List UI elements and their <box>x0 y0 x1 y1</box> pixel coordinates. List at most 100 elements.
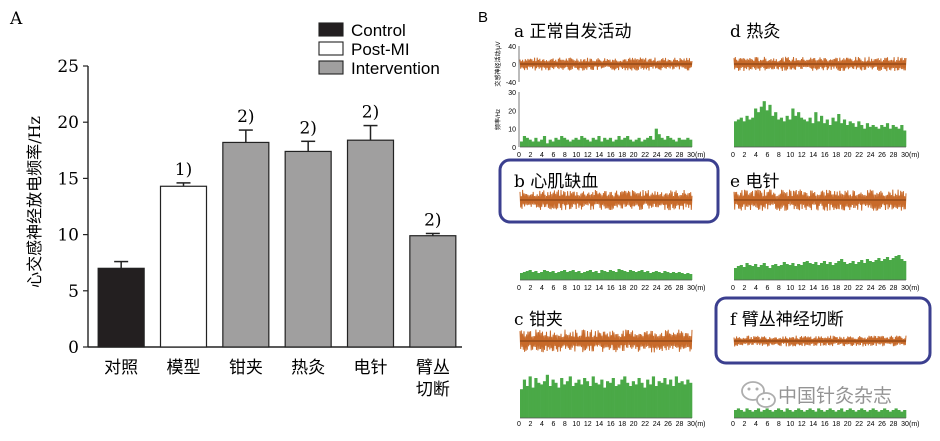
hist-bar <box>891 125 895 147</box>
hist-bar <box>654 271 658 280</box>
hist-bar <box>534 137 538 147</box>
hist-bar <box>762 101 766 147</box>
hist-ytick-label: 30 <box>508 90 516 97</box>
hist-bar <box>689 382 693 418</box>
x-tick-label: 26 <box>664 285 672 292</box>
subpanel-title: c 钳夹 <box>514 310 563 330</box>
hist-bar <box>842 411 847 418</box>
x-tick-label: 10 <box>572 285 580 292</box>
hist-bar <box>568 271 572 280</box>
hist-bar <box>649 384 653 418</box>
hist-bar <box>865 259 870 280</box>
hist-bar <box>894 256 898 280</box>
hist-bar <box>779 410 784 418</box>
hist-bar <box>594 139 598 147</box>
hist-bar <box>657 134 661 147</box>
x-tick-label: 22 <box>641 285 649 292</box>
hist-bar <box>860 260 864 280</box>
hist-bar <box>825 119 829 147</box>
hist-bar <box>574 137 578 147</box>
hist-bar <box>834 411 838 418</box>
hist-bar <box>631 141 635 147</box>
hist-bar <box>840 259 844 280</box>
hist-bar <box>617 384 621 418</box>
hist-bar <box>669 379 673 418</box>
hist-bar <box>545 271 549 280</box>
hist-bar <box>525 137 529 147</box>
hist-bar <box>854 126 858 147</box>
panel-a-category-label: 对照 <box>104 358 138 378</box>
hist-bar <box>580 136 584 147</box>
hist-bar <box>588 141 592 147</box>
hist-bar <box>617 136 621 147</box>
hist-bar <box>811 123 815 147</box>
hist-bar <box>660 137 664 147</box>
hist-bar <box>608 137 613 147</box>
hist-bar <box>768 268 772 280</box>
x-tick-label: 14 <box>595 421 603 428</box>
x-tick-label: 20 <box>630 285 638 292</box>
hist-bar <box>791 263 795 280</box>
panel-a-annotation: 2) <box>362 103 379 123</box>
hist-bar <box>799 265 804 280</box>
x-tick-label: 20 <box>630 421 638 428</box>
hist-bar <box>640 141 644 147</box>
hist-bar <box>660 273 664 280</box>
hist-bar <box>871 262 875 280</box>
hist-bar <box>748 410 752 418</box>
hist-bar <box>520 389 524 418</box>
hist-bar <box>551 141 555 147</box>
hist-bar <box>643 387 647 418</box>
hist-bar <box>880 125 884 147</box>
x-tick-label: 10 <box>786 285 794 292</box>
hist-bar <box>834 263 838 280</box>
hist-bar <box>777 408 781 418</box>
hist-bar <box>637 137 641 147</box>
hist-bar <box>603 387 607 418</box>
hist-bar <box>663 271 667 280</box>
subpanel-title: e 电针 <box>730 172 779 192</box>
hist-bar <box>751 266 755 280</box>
x-tick-label: 30 <box>687 285 695 292</box>
hist-bar <box>797 264 801 280</box>
hist-bar <box>657 272 661 280</box>
hist-bar <box>774 264 778 280</box>
hist-bar <box>742 267 746 280</box>
trace-ytick-label: 40 <box>508 44 516 51</box>
hist-bar <box>785 264 789 280</box>
x-tick-label: 0 <box>517 421 521 428</box>
hist-bar <box>885 123 890 147</box>
hist-bar <box>811 410 815 418</box>
hist-bar <box>649 273 653 280</box>
hist-bar <box>669 137 673 147</box>
x-tick-label: 8 <box>563 152 567 159</box>
hist-bar <box>854 411 858 418</box>
x-tick-label: 30 <box>901 285 909 292</box>
hist-bar <box>651 272 656 280</box>
hist-bar <box>583 137 587 147</box>
hist-bar <box>666 272 670 280</box>
trace-ytick-label: 0 <box>512 62 516 69</box>
hist-bar <box>845 125 849 147</box>
hist-bar <box>611 271 615 280</box>
x-tick-label: 28 <box>890 421 898 428</box>
hist-bar <box>734 410 738 418</box>
hist-bar <box>531 272 535 280</box>
x-tick-label: 22 <box>641 421 649 428</box>
x-tick-label: 16 <box>607 152 615 159</box>
hist-bar <box>900 411 904 418</box>
x-tick-label: 4 <box>754 421 758 428</box>
hist-bar <box>591 272 595 280</box>
hist-bar <box>814 262 818 280</box>
hist-bar <box>651 139 656 147</box>
hist-bar <box>768 104 772 147</box>
hist-bar <box>903 130 907 147</box>
x-tick-label: 12 <box>584 152 592 159</box>
hist-bar <box>522 136 527 147</box>
hist-bar <box>848 408 852 418</box>
hist-bar <box>814 411 818 418</box>
hist-bar <box>620 139 624 147</box>
hist-bar <box>565 272 570 280</box>
hist-bar <box>677 137 681 147</box>
